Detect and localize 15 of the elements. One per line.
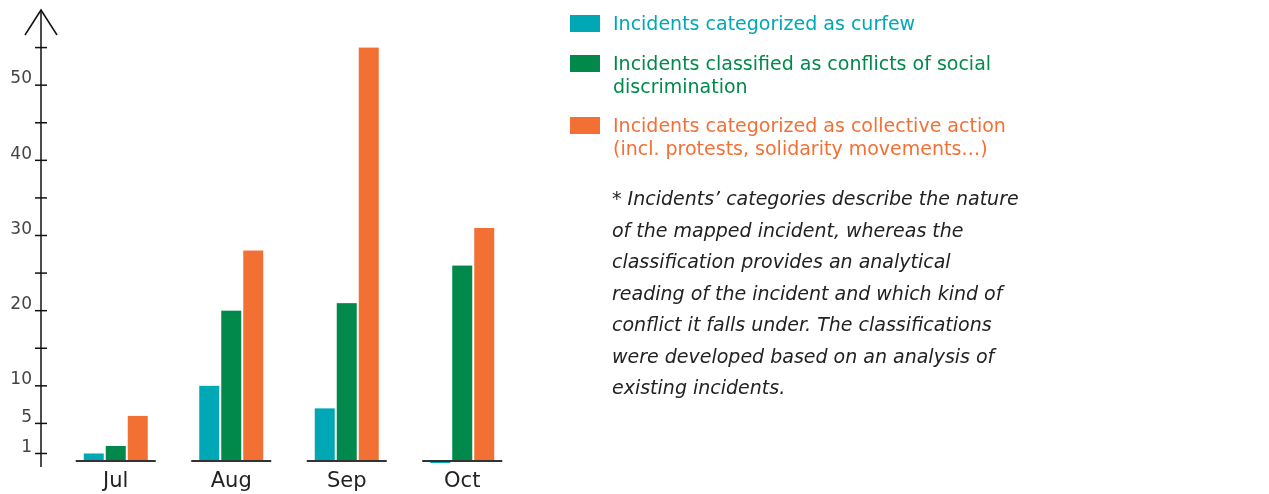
- y-tick-label: 50: [10, 67, 32, 88]
- x-tick-label: Oct: [444, 468, 481, 492]
- text: * Incidents’ categories describe the nature of the mapped incident, whereas the classification provides an analytical reading of the incident and which kind of conflict it falls under. The classifications were developed based on an analysis of existing incidents.: [612, 187, 1019, 398]
- y-tick-label: 30: [10, 217, 32, 238]
- y-tick-label: 1: [21, 435, 32, 456]
- x-tick-label: Jul: [101, 468, 129, 492]
- y-tick-label: 40: [10, 142, 32, 163]
- legend-label: Incidents categorized as collective action (incl. protests, solidarity movements…): [613, 113, 1006, 159]
- legend-label: Incidents classified as conflicts of social discrimination: [613, 51, 992, 97]
- y-tick-label: 20: [10, 292, 32, 313]
- y-tick-label: 10: [10, 368, 32, 389]
- x-tick-label: Sep: [326, 468, 367, 492]
- legend-label: Incidents categorized as curfew: [613, 11, 916, 34]
- y-tick-label: 5: [21, 405, 32, 426]
- x-tick-label: Aug: [210, 468, 252, 492]
